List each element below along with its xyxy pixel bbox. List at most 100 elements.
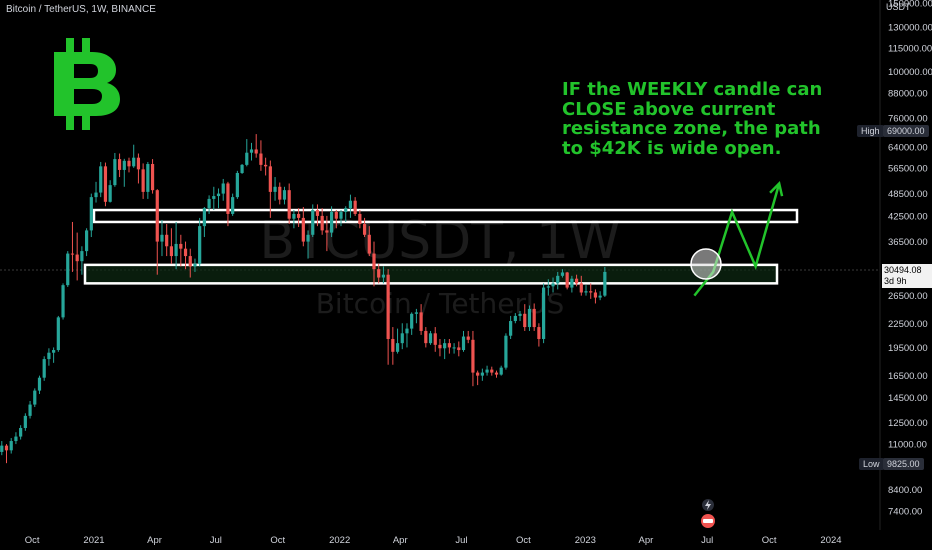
candle-body (47, 352, 51, 360)
candle-body (99, 166, 103, 193)
candle-body (414, 312, 418, 314)
candle-body (527, 308, 532, 328)
candle-body (268, 166, 272, 192)
time-tick-label: 2022 (329, 535, 350, 546)
currency-label: USDT (886, 2, 911, 12)
candle-body (193, 263, 197, 267)
candle-body (249, 149, 254, 153)
price-tick-label: 11000.00 (888, 440, 927, 451)
candle-body (155, 190, 159, 242)
projection-path (693, 180, 784, 297)
candle-body (183, 248, 188, 257)
price-axis[interactable]: 150000.00 130000.00 115000.00 100000.00 8800… (888, 0, 932, 518)
candle-body (75, 254, 79, 262)
candle-body (532, 308, 536, 328)
candle-body (381, 274, 386, 278)
candle-body (447, 343, 451, 348)
candle-body (452, 347, 456, 349)
price-tick-label: 8400.00 (888, 485, 922, 496)
candle-body (480, 372, 484, 376)
candle-body (565, 272, 569, 288)
candle-body (108, 185, 112, 202)
candle-body (89, 197, 93, 231)
candle-body (546, 286, 550, 288)
candle-body (311, 210, 315, 235)
candle-body (400, 333, 404, 344)
resistance-zone (83, 263, 779, 285)
time-tick-label: Apr (393, 535, 408, 546)
high-label: High (857, 125, 884, 137)
candle-body (165, 234, 169, 247)
candle-body (589, 291, 593, 293)
candle-body (37, 377, 42, 391)
candle-body (551, 283, 555, 287)
price-tick-label: 16500.00 (888, 371, 928, 382)
candle-body (0, 445, 4, 452)
candle-body (56, 317, 60, 351)
bar-countdown: 3d 9h (884, 276, 907, 286)
candle-body (334, 211, 338, 219)
candle-body (325, 230, 329, 233)
time-axis[interactable]: Oct 2021 Apr Jul Oct 2022 Apr Jul Oct 2023 Apr Jul O… (25, 535, 842, 546)
candle-body (212, 196, 216, 199)
price-tick-label: 19500.00 (888, 343, 928, 354)
candle-body (132, 157, 136, 167)
lightning-glyph (705, 500, 711, 510)
candle-body (353, 200, 357, 214)
annotation-line-1: IF the WEEKLY candle can (562, 79, 823, 100)
candle-body (278, 186, 282, 200)
price-tick-label: 22500.00 (888, 319, 928, 330)
candle-body (485, 369, 489, 373)
time-tick-label: Jul (210, 535, 222, 546)
price-tick-label: 36500.00 (888, 237, 928, 248)
time-tick-label: Oct (516, 535, 531, 546)
candle-body (287, 190, 291, 219)
bitcoin-logo (54, 38, 120, 130)
candle-body (466, 336, 470, 340)
candle-body (179, 243, 183, 249)
candle-body (584, 291, 588, 293)
candle-body (362, 224, 367, 235)
candle-body (419, 312, 423, 331)
projection-arrowhead (769, 180, 784, 197)
candle-body (598, 295, 602, 298)
price-tick-label: 130000.00 (888, 23, 932, 34)
candle-body (282, 190, 287, 200)
candle-body (226, 183, 230, 214)
candle-body (264, 164, 268, 167)
candle-body (23, 415, 27, 428)
price-tick-label: 56500.00 (888, 163, 928, 174)
time-tick-label: Oct (25, 535, 40, 546)
candle-body (348, 200, 353, 209)
time-tick-label: Jul (455, 535, 467, 546)
candle-body (14, 436, 18, 442)
candle-body (122, 160, 126, 170)
candle-body (292, 213, 296, 219)
time-tick-label: Oct (270, 535, 285, 546)
candle-body (216, 193, 221, 197)
candle-body (42, 359, 46, 378)
candle-body (405, 328, 409, 334)
price-tick-label: 64000.00 (888, 142, 928, 153)
candle-body (490, 369, 494, 373)
annotation-line-4: to $42K is wide open. (562, 137, 782, 159)
candle-body (494, 372, 499, 375)
low-value: 9825.00 (883, 458, 924, 470)
candle-body (391, 338, 395, 352)
price-tick-label: 42500.00 (888, 211, 928, 222)
candle-body (593, 292, 598, 298)
candle-body (146, 163, 150, 192)
candle-body (160, 234, 164, 242)
timeline-icons[interactable] (701, 499, 715, 528)
candle-body (509, 321, 513, 336)
time-tick-label: 2021 (83, 535, 104, 546)
candle-body (306, 234, 310, 242)
candle-body (207, 198, 211, 209)
candle-body (428, 333, 433, 344)
candle-body (198, 226, 202, 264)
candle-body (70, 253, 75, 255)
candle-body (245, 152, 249, 165)
candle-body (542, 287, 546, 339)
candle-body (103, 166, 108, 202)
